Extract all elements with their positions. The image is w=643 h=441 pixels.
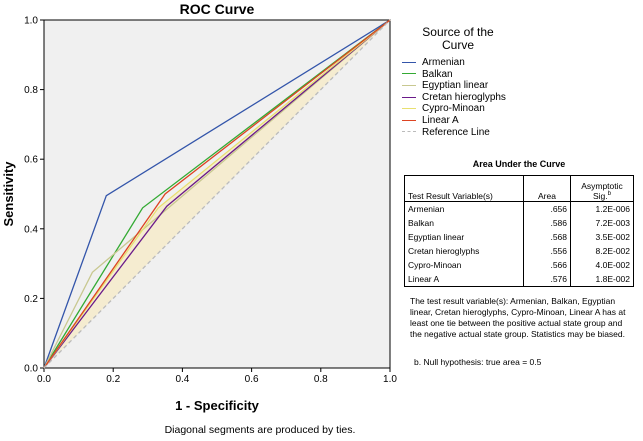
auc-cell-variable: Cypro-Minoan: [404, 258, 524, 272]
auc-cell-variable: Linear A: [404, 272, 524, 287]
series-line-reference-line: [43, 19, 391, 369]
auc-row: Cretan hieroglyphs .556 8.2E-002: [404, 244, 634, 258]
legend-label: Armenian: [422, 57, 465, 68]
auc-cell-variable: Cretan hieroglyphs: [404, 244, 524, 258]
chart-title: ROC Curve: [180, 1, 255, 17]
legend-label: Cypro-Minoan: [422, 103, 485, 115]
auc-cell-variable: Armenian: [404, 201, 524, 216]
auc-row: Cypro-Minoan .566 4.0E-002: [404, 258, 634, 272]
auc-row: Armenian .656 1.2E-006: [404, 201, 634, 216]
x-axis-label: 1 - Specificity: [175, 398, 260, 413]
ties-note: Diagonal segments are produced by ties.: [164, 424, 356, 436]
legend-label: Linear A: [422, 114, 459, 126]
legend-swatch: [402, 85, 416, 87]
auc-cell-area: .586: [523, 216, 571, 230]
auc-cell-sig: 1.8E-002: [570, 272, 634, 287]
auc-cell-variable: Egyptian linear: [404, 230, 524, 244]
series-line-egyptian-linear: [43, 19, 391, 369]
legend-swatch: [402, 119, 416, 121]
legend-item: Cypro-Minoan: [402, 103, 506, 115]
auc-header-sig: Asymptotic Sig.b: [570, 175, 634, 202]
legend-title: Source of the Curve: [422, 25, 494, 52]
series-line-cretan-hieroglyphs: [43, 19, 391, 369]
legend-swatch: [402, 61, 416, 63]
auc-table: Test Result Variable(s) Area Asymptotic …: [404, 175, 634, 287]
legend-label: Egyptian linear: [422, 80, 489, 92]
legend-swatch: [402, 73, 416, 75]
legend-label: Balkan: [422, 68, 453, 80]
auc-cell-area: .556: [523, 244, 571, 258]
x-tick-label: 0.4: [175, 374, 189, 385]
legend-item: Linear A: [402, 115, 506, 127]
legend-item: Egyptian linear: [402, 80, 506, 92]
legend-label: Reference Line: [422, 126, 490, 138]
auc-table-title: Area Under the Curve: [472, 159, 566, 169]
auc-cell-sig: 1.2E-006: [570, 201, 634, 216]
x-tick-label: 0.8: [314, 374, 328, 385]
series-line-linear-a: [43, 19, 391, 369]
legend-item: Armenian: [402, 57, 506, 69]
series-line-cypro-minoan: [43, 19, 391, 369]
legend-swatch: [402, 131, 416, 133]
legend-label: Cretan hieroglyphs: [422, 91, 506, 103]
y-tick-label: 0.2: [24, 294, 38, 305]
x-tick-label: 0.2: [106, 374, 120, 385]
legend-swatch: [402, 96, 416, 98]
y-tick-label: 0.0: [24, 364, 38, 375]
series-line-armenian: [43, 19, 391, 369]
legend-item: Balkan: [402, 69, 506, 81]
auc-cell-variable: Balkan: [404, 216, 524, 230]
auc-cell-area: .568: [523, 230, 571, 244]
auc-row: Linear A .576 1.8E-002: [404, 272, 634, 287]
x-tick-label: 0.6: [245, 374, 259, 385]
auc-cell-sig: 7.2E-003: [570, 216, 634, 230]
y-tick-label: 1.0: [24, 16, 38, 27]
y-axis-label: Sensitivity: [1, 161, 16, 227]
auc-note: The test result variable(s): Armenian, B…: [410, 296, 626, 339]
auc-footnote: b. Null hypothesis: true area = 0.5: [414, 357, 542, 367]
auc-cell-sig: 8.2E-002: [570, 244, 634, 258]
y-tick-label: 0.8: [24, 85, 38, 96]
auc-row: Egyptian linear .568 3.5E-002: [404, 230, 634, 244]
auc-cell-area: .656: [523, 201, 571, 216]
y-tick-label: 0.6: [24, 155, 38, 166]
auc-header-area: Area: [523, 175, 571, 202]
legend-item: Cretan hieroglyphs: [402, 92, 506, 104]
auc-cell-sig: 3.5E-002: [570, 230, 634, 244]
x-tick-label: 0.0: [37, 374, 51, 385]
legend-swatch: [402, 108, 416, 110]
auc-header-variable: Test Result Variable(s): [404, 175, 524, 202]
legend: Armenian Balkan Egyptian linear Cretan hier…: [402, 57, 506, 138]
auc-cell-area: .576: [523, 272, 571, 287]
auc-cell-sig: 4.0E-002: [570, 258, 634, 272]
y-tick-label: 0.4: [24, 224, 38, 235]
series-line-balkan: [43, 19, 391, 369]
auc-header-sig-text: Asymptotic Sig.: [581, 181, 623, 201]
x-tick-label: 1.0: [383, 374, 397, 385]
auc-row: Balkan .586 7.2E-003: [404, 216, 634, 230]
auc-header-sig-superscript: b: [607, 191, 611, 198]
auc-cell-area: .566: [523, 258, 571, 272]
legend-item: Reference Line: [402, 127, 506, 139]
